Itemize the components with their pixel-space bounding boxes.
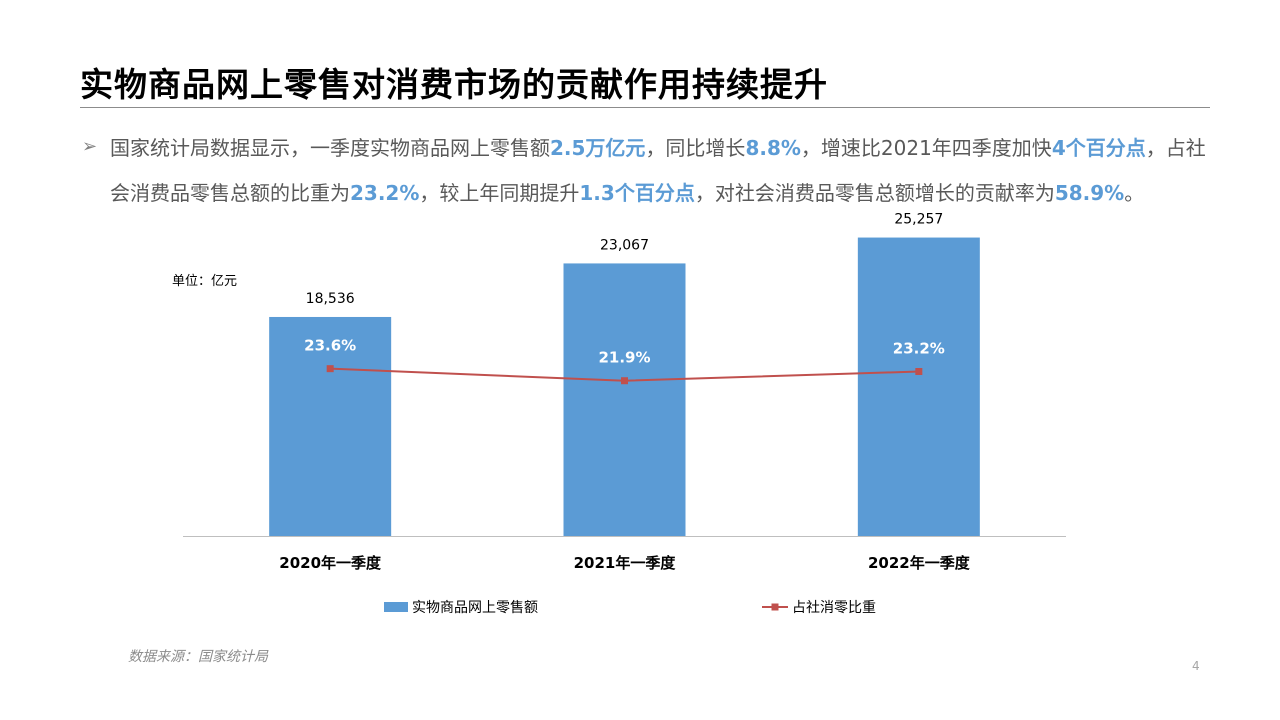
legend-bar-swatch	[384, 602, 408, 612]
line-point	[915, 368, 923, 376]
para-text-4: ，占社会消费品零售总额的比重为	[110, 136, 1206, 205]
line-value-label: 23.6%	[304, 337, 356, 355]
legend-bar-label: 实物商品网上零售额	[412, 600, 538, 616]
para-text-7: 。	[1124, 181, 1145, 205]
line-value-label: 23.2%	[893, 340, 945, 358]
para-text-1: 国家统计局数据显示，一季度实物商品网上零售额	[110, 136, 550, 160]
para-highlight-1: 2.5万亿元	[550, 136, 646, 160]
data-source: 数据来源：国家统计局	[128, 649, 268, 665]
page-number: 4	[1192, 659, 1200, 673]
legend-line-label: 占社消零比重	[792, 600, 876, 616]
bar-value-label: 18,536	[306, 291, 355, 307]
para-text-5: ，较上年同期提升	[419, 181, 580, 205]
x-tick-label: 2021年一季度	[574, 554, 677, 572]
para-highlight-5: 1.3个百分点	[579, 181, 695, 205]
bar-value-label: 23,067	[600, 237, 649, 253]
bar	[857, 237, 980, 536]
legend-line-marker	[771, 603, 779, 611]
title-divider	[80, 107, 1210, 108]
para-highlight-2: 8.8%	[745, 136, 801, 160]
para-text-3: ，增速比2021年四季度加快	[800, 136, 1052, 160]
bar	[269, 316, 392, 536]
arrow-bullet-icon: ➢	[82, 136, 98, 157]
bar-value-label: 25,257	[894, 212, 943, 228]
para-text-6: ，对社会消费品零售总额增长的贡献率为	[694, 181, 1055, 205]
line-point	[621, 377, 628, 385]
x-tick-label: 2022年一季度	[868, 554, 971, 572]
para-highlight-4: 23.2%	[350, 181, 420, 205]
line-point	[326, 365, 334, 373]
para-highlight-6: 58.9%	[1054, 181, 1125, 205]
x-tick-label: 2020年一季度	[279, 554, 382, 572]
para-highlight-3: 4个百分点	[1051, 136, 1146, 160]
page-title: 实物商品网上零售对消费市场的贡献作用持续提升	[80, 65, 828, 104]
summary-paragraph: 国家统计局数据显示，一季度实物商品网上零售额2.5万亿元，同比增长8.8%，增速…	[110, 126, 1220, 216]
line-value-label: 21.9%	[598, 349, 650, 367]
unit-label: 单位：亿元	[172, 274, 238, 289]
para-text-2: ，同比增长	[645, 136, 746, 160]
bar	[563, 263, 686, 536]
